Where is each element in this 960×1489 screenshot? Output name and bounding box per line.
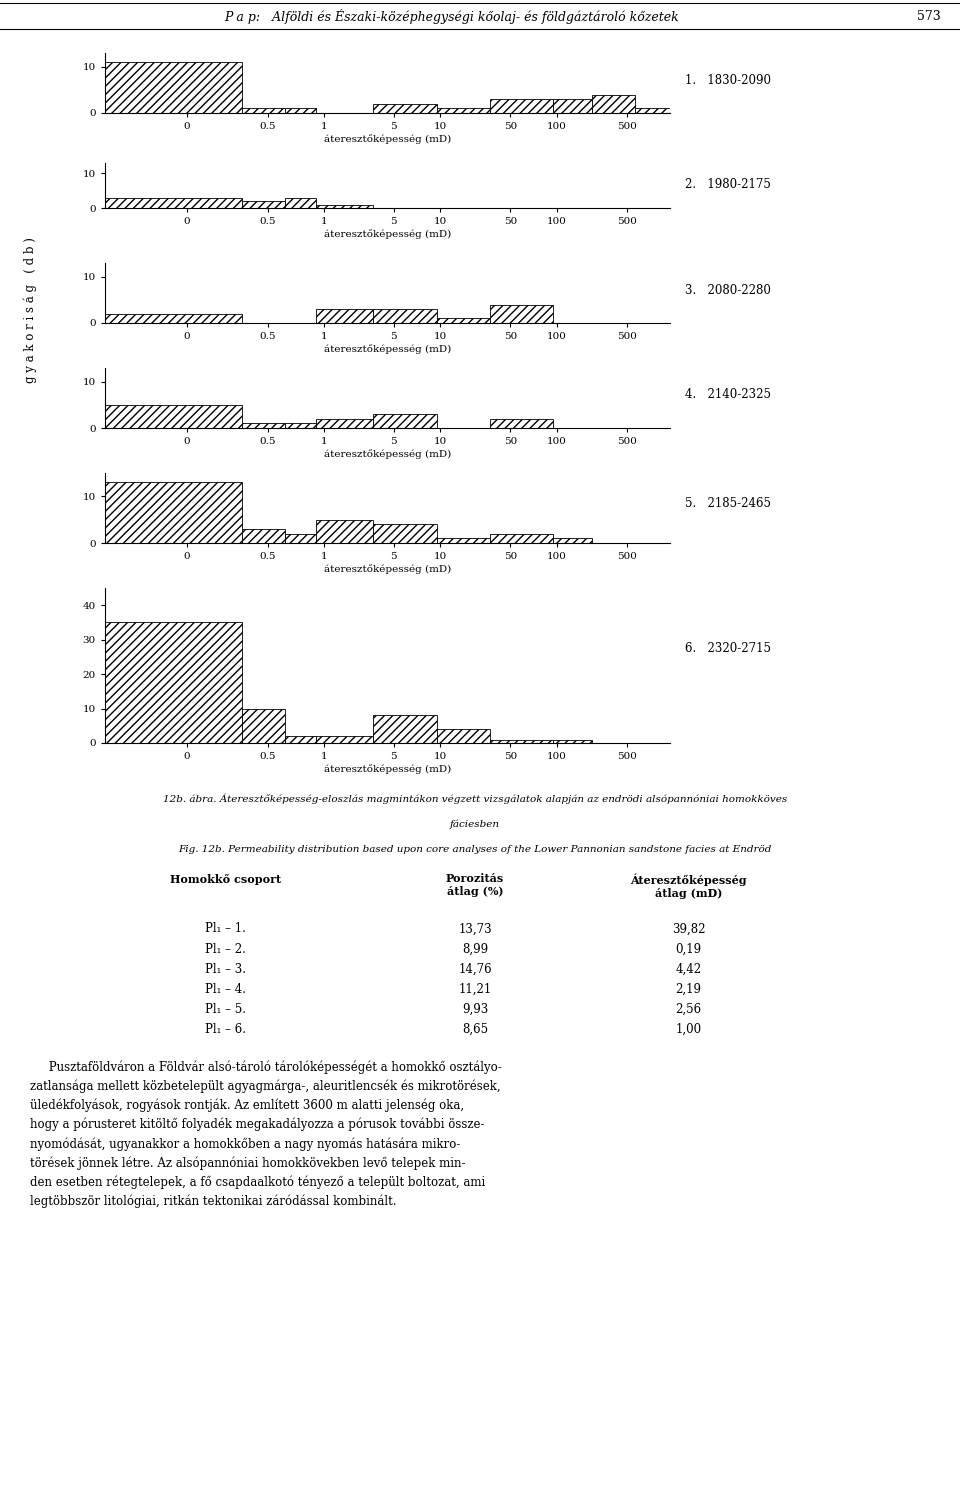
Bar <box>373 414 437 427</box>
X-axis label: áteresztőképesség (mD): áteresztőképesség (mD) <box>324 564 451 573</box>
Bar <box>242 201 285 208</box>
Bar <box>317 736 373 743</box>
Text: Pl₁ – 4.: Pl₁ – 4. <box>205 983 247 996</box>
Bar <box>105 405 242 427</box>
Text: 0,19: 0,19 <box>676 943 702 956</box>
Bar <box>373 104 437 113</box>
Bar <box>317 418 373 427</box>
Bar <box>592 94 635 113</box>
Bar <box>553 539 592 543</box>
Bar <box>285 198 317 208</box>
Bar <box>490 418 553 427</box>
Text: 1.   1830-2090: 1. 1830-2090 <box>685 73 771 86</box>
Text: 4,42: 4,42 <box>676 963 702 975</box>
Bar <box>105 198 242 208</box>
Text: 12b. ábra. Áteresztőképesség-eloszlás magmintákon végzett vizsgálatok alapján az: 12b. ábra. Áteresztőképesség-eloszlás ma… <box>163 794 787 804</box>
Bar <box>242 423 285 427</box>
Bar <box>553 100 592 113</box>
Bar <box>285 423 317 427</box>
Text: 3.   2080-2280: 3. 2080-2280 <box>685 283 771 296</box>
Text: 39,82: 39,82 <box>672 923 706 935</box>
Bar <box>437 539 490 543</box>
Text: 11,21: 11,21 <box>458 983 492 996</box>
Bar <box>105 482 242 543</box>
Text: 9,93: 9,93 <box>462 1004 488 1015</box>
Bar <box>373 715 437 743</box>
Bar <box>105 622 242 743</box>
Text: 8,99: 8,99 <box>462 943 488 956</box>
Bar <box>317 520 373 543</box>
X-axis label: áteresztőképesség (mD): áteresztőképesség (mD) <box>324 344 451 353</box>
X-axis label: áteresztőképesség (mD): áteresztőképesség (mD) <box>324 764 451 773</box>
Bar <box>490 533 553 543</box>
Bar <box>437 319 490 323</box>
Bar <box>285 109 317 113</box>
X-axis label: áteresztőképesség (mD): áteresztőképesség (mD) <box>324 448 451 459</box>
Bar <box>317 310 373 323</box>
Text: 5.   2185-2465: 5. 2185-2465 <box>685 497 771 511</box>
Text: 8,65: 8,65 <box>462 1023 488 1036</box>
Text: 6.   2320-2715: 6. 2320-2715 <box>685 642 771 655</box>
Text: Áteresztőképesség
átlag (mD): Áteresztőképesség átlag (mD) <box>631 874 747 899</box>
X-axis label: áteresztőképesség (mD): áteresztőképesség (mD) <box>324 134 451 143</box>
X-axis label: áteresztőképesség (mD): áteresztőképesség (mD) <box>324 229 451 238</box>
Bar <box>373 524 437 543</box>
Text: Homokkő csoport: Homokkő csoport <box>170 874 281 884</box>
Text: Pl₁ – 2.: Pl₁ – 2. <box>205 943 246 956</box>
Text: 2,19: 2,19 <box>676 983 702 996</box>
Bar <box>373 310 437 323</box>
Text: 4.   2140-2325: 4. 2140-2325 <box>685 389 771 402</box>
Bar <box>285 533 317 543</box>
Bar <box>242 529 285 543</box>
Text: P a p:   Alföldi és Északi-középhegységi kőolaj- és földgáztároló kőzetek: P a p: Alföldi és Északi-középhegységi k… <box>224 9 679 24</box>
Bar <box>490 305 553 323</box>
Bar <box>105 63 242 113</box>
Text: 573: 573 <box>917 9 941 22</box>
Text: Pusztaföldváron a Földvár alsó-tároló tárolóképességét a homokkő osztályo-
zatla: Pusztaföldváron a Földvár alsó-tároló tá… <box>30 1060 502 1209</box>
Bar <box>242 709 285 743</box>
Text: 14,76: 14,76 <box>458 963 492 975</box>
Text: Pl₁ – 1.: Pl₁ – 1. <box>205 923 246 935</box>
Text: Pl₁ – 6.: Pl₁ – 6. <box>205 1023 247 1036</box>
Bar <box>635 109 670 113</box>
Text: 1,00: 1,00 <box>676 1023 702 1036</box>
Text: fáciesben: fáciesben <box>450 819 500 829</box>
Bar <box>285 736 317 743</box>
Text: Fig. 12b. Permeability distribution based upon core analyses of the Lower Pannon: Fig. 12b. Permeability distribution base… <box>179 846 772 855</box>
Bar <box>242 109 285 113</box>
Bar <box>490 740 553 743</box>
Bar <box>553 740 592 743</box>
Text: Porozitás
átlag (%): Porozitás átlag (%) <box>445 874 504 898</box>
Bar <box>490 100 553 113</box>
Text: 2.   1980-2175: 2. 1980-2175 <box>685 179 771 191</box>
Text: Pl₁ – 5.: Pl₁ – 5. <box>205 1004 247 1015</box>
Bar <box>317 204 373 208</box>
Bar <box>437 730 490 743</box>
Text: Pl₁ – 3.: Pl₁ – 3. <box>205 963 247 975</box>
Text: 2,56: 2,56 <box>676 1004 702 1015</box>
Bar <box>437 109 490 113</box>
Text: g y a k o r i s á g   ( d b ): g y a k o r i s á g ( d b ) <box>23 237 36 383</box>
Text: 13,73: 13,73 <box>458 923 492 935</box>
Bar <box>105 314 242 323</box>
